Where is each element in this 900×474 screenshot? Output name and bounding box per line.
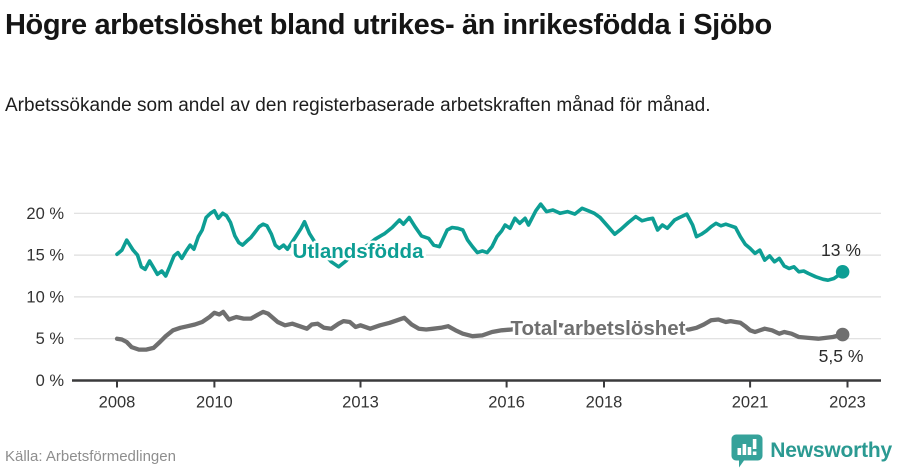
series-label-total-arbetsl-shet: Total arbetslöshet [510,317,685,340]
series-line-utlandsf-dda [115,202,845,282]
x-tick-label: 2008 [99,394,136,412]
page-title: Högre arbetslöshet bland utrikes- än inr… [5,9,772,41]
y-tick-label: 5 % [36,330,65,348]
x-tick-label: 2018 [586,394,623,412]
chart-subtitle: Arbetssökande som andel av den registerb… [5,95,711,116]
y-tick-label: 15 % [26,247,64,265]
series-line-total-arbetsl-shet [114,309,845,352]
newsworthy-wordmark: Newsworthy [770,439,892,462]
x-tick-label: 2023 [829,394,866,412]
x-tick-label: 2021 [732,394,769,412]
y-tick-label: 10 % [26,288,64,306]
x-tick-label: 2010 [196,394,233,412]
series-label-utlandsf-dda: Utlandsfödda [293,240,425,263]
line-chart: 2008 2010 2013 2016 2018 2021 2023 0 % 5 % 10 % 15… [0,182,900,422]
y-tick-label: 20 % [26,205,64,223]
source-credit: Källa: Arbetsförmedlingen [5,448,176,465]
series-end-dot [835,327,850,342]
chart-footer: Källa: Arbetsförmedlingen Newsworthy [0,430,900,474]
newsworthy-bubble-chart-icon [731,434,763,468]
series-end-dot [835,265,850,279]
x-tick-label: 2016 [488,394,525,412]
series-end-value-label: 5,5 % [819,346,864,366]
chart-canvas: 2008 2010 2013 2016 2018 2021 2023 0 % 5 % 10 % 15… [26,202,881,412]
x-tick-label: 2013 [342,394,379,412]
y-tick-label: 0 % [36,372,65,390]
series-end-value-label: 13 % [821,240,861,260]
newsworthy-logo: Newsworthy [731,434,892,468]
